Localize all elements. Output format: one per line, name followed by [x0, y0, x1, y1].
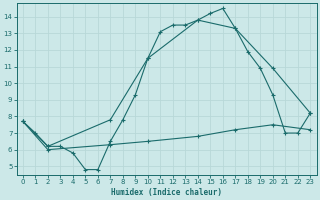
X-axis label: Humidex (Indice chaleur): Humidex (Indice chaleur) — [111, 188, 222, 197]
